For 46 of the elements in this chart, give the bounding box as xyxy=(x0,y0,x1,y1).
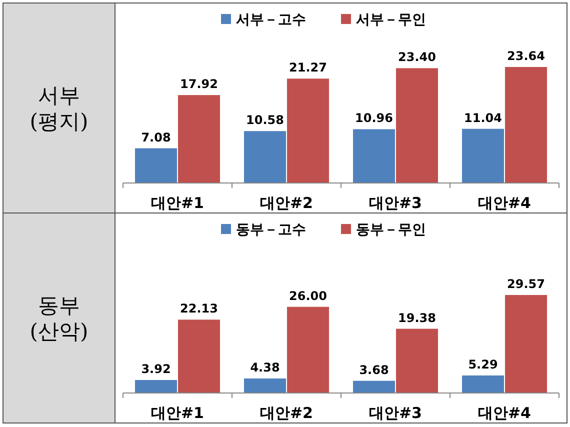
legend-label: 동부－고수 xyxy=(236,222,306,238)
bar xyxy=(462,375,504,393)
bar xyxy=(462,128,504,183)
x-tick-label: 대안#1 xyxy=(150,404,204,422)
y-axis-title: 서부 (평지) xyxy=(30,83,88,134)
bar xyxy=(244,378,286,393)
bar xyxy=(287,78,329,183)
data-label: 23.40 xyxy=(398,50,436,64)
legend-label: 동부－무인 xyxy=(356,222,426,238)
data-label: 22.13 xyxy=(180,302,218,316)
legend-label: 서부－고수 xyxy=(236,12,306,28)
bar xyxy=(135,148,177,183)
data-label: 19.38 xyxy=(398,310,436,325)
data-label: 7.08 xyxy=(141,130,171,144)
data-label: 3.68 xyxy=(359,362,389,377)
data-label: 17.92 xyxy=(180,77,218,92)
y-axis-title: 동부 (산악) xyxy=(30,293,88,344)
bar xyxy=(178,95,220,183)
bar xyxy=(505,295,547,393)
bar xyxy=(287,306,329,393)
x-tick-label: 대안#3 xyxy=(368,404,422,422)
bar xyxy=(244,131,286,183)
bar xyxy=(396,328,438,393)
data-label: 23.64 xyxy=(507,49,545,63)
legend-label: 서부－무인 xyxy=(356,12,426,28)
bar xyxy=(505,67,547,183)
data-label: 29.57 xyxy=(507,277,545,291)
bar xyxy=(135,380,177,393)
data-label: 10.96 xyxy=(355,111,393,126)
x-tick-label: 대안#1 xyxy=(150,194,204,212)
x-tick-label: 대안#4 xyxy=(478,194,532,212)
x-tick-label: 대안#4 xyxy=(478,404,532,422)
data-label: 5.29 xyxy=(468,357,498,372)
data-label: 21.27 xyxy=(289,60,327,75)
data-label: 4.38 xyxy=(250,360,280,374)
data-label: 26.00 xyxy=(289,288,327,303)
data-label: 11.04 xyxy=(464,110,502,125)
bar xyxy=(353,129,395,183)
bar xyxy=(178,320,220,393)
x-tick-label: 대안#3 xyxy=(368,194,422,212)
x-tick-label: 대안#2 xyxy=(260,404,314,422)
data-label: 10.58 xyxy=(246,113,284,128)
bar xyxy=(396,68,438,183)
x-tick-label: 대안#2 xyxy=(260,194,314,212)
data-label: 3.92 xyxy=(141,362,171,376)
bar xyxy=(353,380,395,393)
